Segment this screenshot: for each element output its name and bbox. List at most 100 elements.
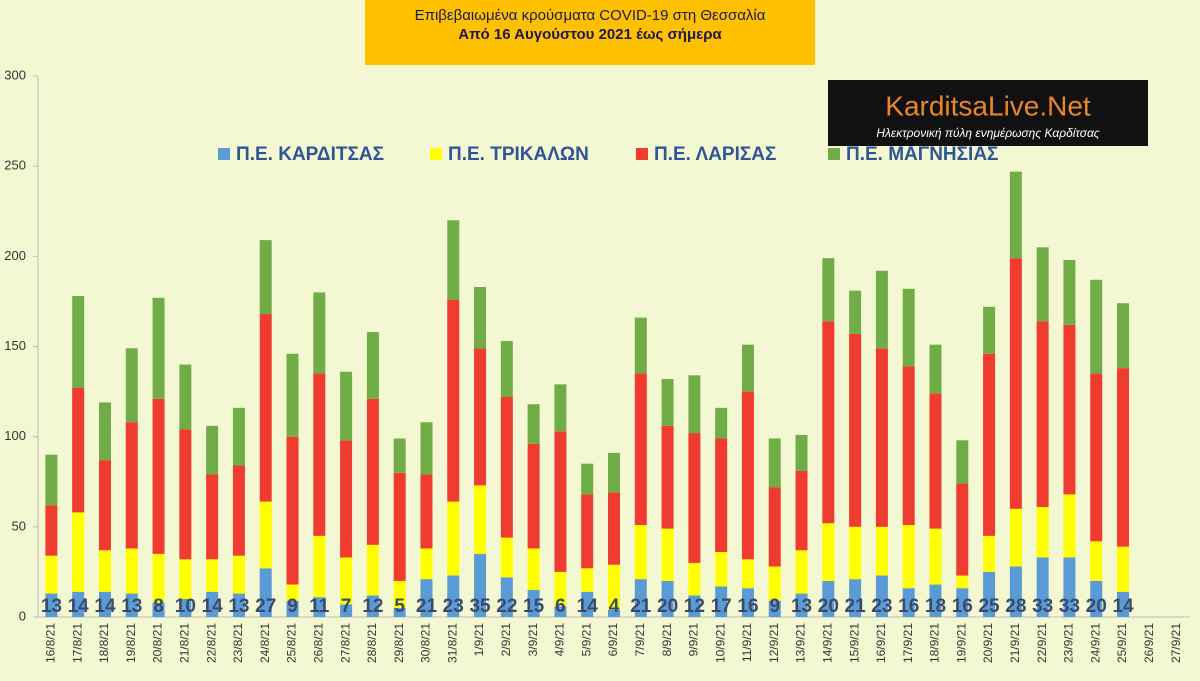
bar-segment bbox=[98, 460, 111, 551]
data-label: 23 bbox=[871, 596, 892, 617]
bar-segment bbox=[608, 492, 620, 565]
data-label: 13 bbox=[41, 596, 62, 617]
bar-segment bbox=[45, 505, 58, 556]
legend-label: Π.Ε. ΚΑΡΔΙΤΣΑΣ bbox=[236, 144, 384, 165]
data-label: 13 bbox=[121, 596, 142, 617]
bar-segment bbox=[340, 557, 353, 605]
bar-segment bbox=[875, 270, 888, 349]
bar-segment bbox=[634, 317, 647, 374]
bar-segment bbox=[849, 333, 862, 527]
bar-segment bbox=[259, 314, 272, 502]
bar-segment bbox=[1117, 546, 1130, 592]
x-tick-label: 16/9/21 bbox=[874, 623, 888, 663]
y-tick-label: 50 bbox=[12, 518, 26, 533]
data-label: 25 bbox=[978, 596, 1000, 617]
legend-marker bbox=[828, 148, 840, 160]
bar-segment bbox=[902, 288, 915, 367]
bar-segment bbox=[1063, 259, 1076, 325]
bar-segment bbox=[366, 595, 379, 617]
legend-label: Π.Ε. ΛΑΡΙΣΑΣ bbox=[654, 144, 776, 165]
data-label: 14 bbox=[68, 596, 90, 617]
bar-segment bbox=[822, 258, 835, 322]
bar-segment bbox=[1117, 591, 1130, 617]
bar-segment bbox=[179, 598, 192, 617]
bar-segment bbox=[1009, 566, 1022, 617]
x-tick-label: 20/8/21 bbox=[151, 623, 165, 663]
data-label: 14 bbox=[577, 596, 599, 617]
bar-segment bbox=[340, 371, 353, 441]
data-label: 12 bbox=[684, 596, 705, 617]
bar-segment bbox=[259, 240, 272, 315]
x-tick-label: 11/9/21 bbox=[740, 623, 754, 662]
bar-segment bbox=[1063, 324, 1076, 495]
bar-segment bbox=[822, 523, 835, 581]
x-tick-label: 25/9/21 bbox=[1115, 623, 1129, 663]
bar-segment bbox=[340, 604, 353, 617]
bar-segment bbox=[500, 577, 513, 617]
bar-segment bbox=[1117, 368, 1130, 547]
bar-segment bbox=[956, 483, 969, 576]
bar-segment bbox=[741, 588, 754, 617]
bar-segment bbox=[313, 535, 326, 598]
bar-segment bbox=[447, 501, 460, 576]
bar-segment bbox=[741, 344, 754, 392]
bar-segment bbox=[286, 584, 299, 601]
x-tick-label: 9/9/21 bbox=[687, 623, 701, 657]
data-label: 11 bbox=[309, 596, 330, 617]
bar-segment bbox=[768, 438, 781, 488]
bar-segment bbox=[366, 544, 379, 596]
x-tick-label: 26/9/21 bbox=[1142, 623, 1156, 663]
bar-segment bbox=[500, 341, 513, 397]
data-label: 21 bbox=[845, 596, 867, 617]
bar-segment bbox=[1090, 373, 1103, 542]
data-label: 27 bbox=[255, 596, 276, 617]
data-label: 9 bbox=[769, 596, 780, 617]
bar-segment bbox=[152, 398, 165, 554]
x-tick-label: 28/8/21 bbox=[365, 623, 379, 663]
bar-segment bbox=[849, 526, 862, 580]
bar-segment bbox=[741, 391, 754, 560]
bar-segment bbox=[768, 600, 781, 617]
bar-segment bbox=[45, 555, 58, 594]
bar-segment bbox=[875, 526, 888, 576]
bar-segment bbox=[795, 470, 808, 551]
bar-segment bbox=[45, 593, 58, 617]
bar-segment bbox=[1009, 508, 1022, 567]
bar-segment bbox=[768, 566, 781, 601]
x-tick-label: 26/8/21 bbox=[311, 623, 325, 663]
data-label: 13 bbox=[791, 596, 812, 617]
bar-segment bbox=[1090, 580, 1103, 617]
bar-segment bbox=[956, 440, 969, 484]
bar-segment bbox=[259, 501, 272, 569]
chart-subtitle: Από 16 Αυγούστου 2021 έως σήμερα bbox=[458, 26, 722, 43]
bar-segment bbox=[125, 422, 138, 549]
bar-segment bbox=[715, 407, 728, 439]
bar-segment bbox=[875, 575, 888, 617]
x-tick-label: 23/9/21 bbox=[1062, 623, 1076, 663]
bar-segment bbox=[661, 528, 674, 581]
bar-segment bbox=[286, 436, 299, 585]
x-tick-label: 13/9/21 bbox=[794, 623, 808, 663]
bar-segment bbox=[661, 425, 674, 529]
bar-segment bbox=[474, 348, 487, 486]
bar-segment bbox=[608, 564, 620, 610]
legend-marker bbox=[430, 148, 442, 160]
bar-segment bbox=[393, 607, 406, 617]
bar-segment bbox=[983, 306, 996, 354]
bar-segment bbox=[125, 348, 138, 423]
data-label: 14 bbox=[1112, 596, 1134, 617]
bar-segment bbox=[634, 525, 647, 580]
data-label: 33 bbox=[1032, 596, 1053, 617]
bar-segment bbox=[554, 606, 567, 617]
x-tick-label: 22/8/21 bbox=[204, 623, 218, 663]
y-tick-label: 0 bbox=[19, 608, 26, 623]
bar-segment bbox=[1036, 506, 1049, 558]
x-tick-label: 22/9/21 bbox=[1035, 623, 1049, 663]
bar-segment bbox=[152, 602, 165, 617]
bar-segment bbox=[232, 593, 245, 617]
bar-segment bbox=[527, 589, 540, 617]
bar-segment bbox=[72, 512, 85, 592]
bar-segment bbox=[795, 434, 808, 471]
data-label: 21 bbox=[630, 596, 652, 617]
